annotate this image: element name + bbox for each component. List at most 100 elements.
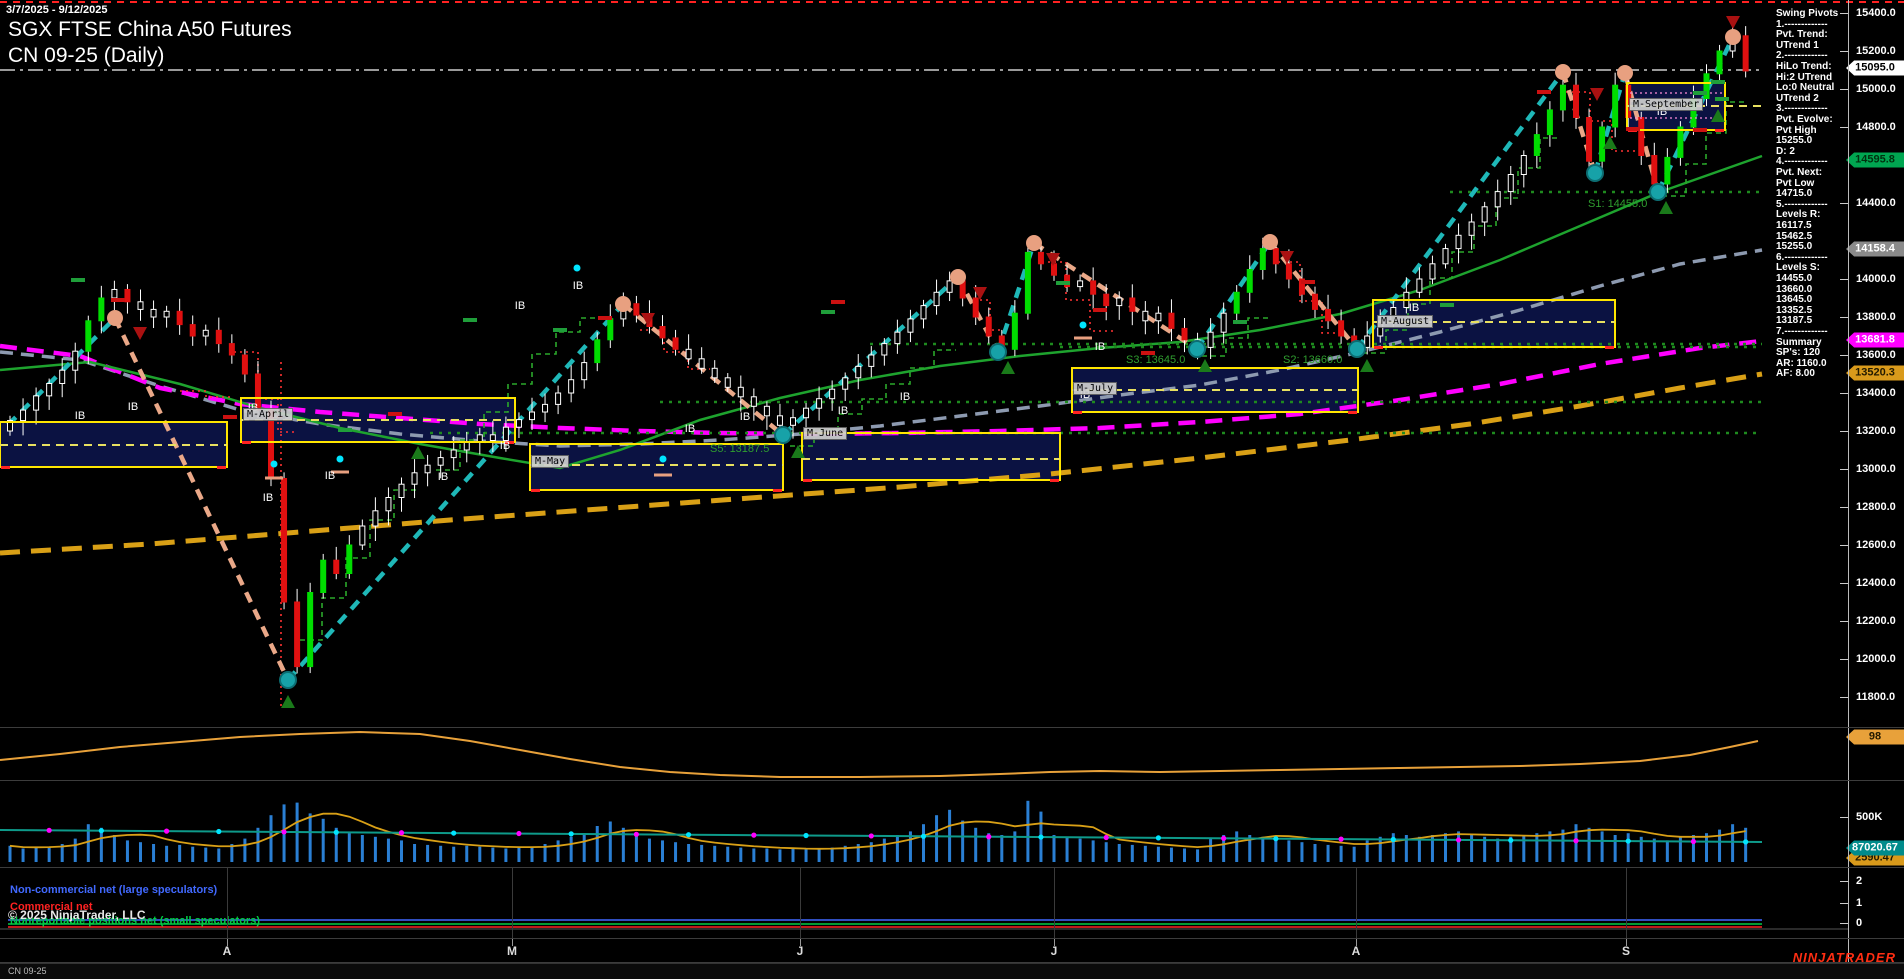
red-dash-marker — [1626, 127, 1640, 131]
candle-body — [282, 479, 287, 603]
swing-panel-line: 15255.0 — [1776, 241, 1848, 252]
price-tick-mark — [1840, 545, 1848, 546]
cot-tick-mark — [1840, 881, 1848, 882]
volume-bar — [935, 815, 938, 862]
candle-body — [934, 292, 939, 305]
candle-body — [1665, 157, 1670, 184]
price-tick-label: 13000.0 — [1856, 463, 1896, 475]
volume-bar — [1131, 845, 1134, 862]
candle-body — [321, 560, 326, 592]
box-corner-mark — [803, 479, 812, 482]
volume-bar — [557, 840, 560, 862]
candle-body — [608, 319, 613, 340]
cyan-dot-marker — [337, 456, 344, 463]
volume-dot-cyan — [569, 831, 574, 836]
volume-bar — [439, 846, 442, 862]
price-tick-label: 12800.0 — [1856, 501, 1896, 513]
volume-dot-cyan — [803, 833, 808, 838]
panel-divider[interactable] — [0, 780, 1904, 781]
box-corner-mark — [1, 466, 10, 469]
month-box-label[interactable]: M-May — [531, 455, 569, 468]
volume-bar — [1118, 844, 1121, 862]
volume-dot-magenta — [869, 833, 874, 838]
volume-bar — [1066, 837, 1069, 862]
volume-tick-mark — [1840, 817, 1848, 818]
month-box-label[interactable]: M-August — [1377, 315, 1433, 328]
ib-label: IB — [838, 405, 848, 417]
price-tick-label: 12200.0 — [1856, 615, 1896, 627]
volume-bar — [113, 835, 116, 862]
price-tick-mark — [1840, 431, 1848, 432]
price-chart-canvas[interactable] — [0, 0, 1904, 979]
volume-bar — [1496, 839, 1499, 862]
panel-divider[interactable] — [0, 867, 1904, 868]
volume-bar — [752, 849, 755, 863]
volume-bar — [1274, 839, 1277, 862]
month-box-label[interactable]: M-April — [243, 408, 293, 421]
price-tick-mark — [1840, 51, 1848, 52]
chart-title: SGX FTSE China A50 Futures — [8, 18, 292, 42]
swing-panel-line: 13645.0 — [1776, 294, 1848, 305]
volume-bar — [361, 835, 364, 862]
volume-bar — [322, 819, 325, 862]
candle-body — [164, 311, 169, 317]
green-dash-marker — [338, 428, 352, 432]
time-axis-tick — [1626, 939, 1627, 946]
candle-body — [1208, 332, 1213, 347]
time-axis-month-label: A — [1352, 944, 1361, 958]
candle-body — [1365, 336, 1370, 347]
price-tick-mark — [1840, 469, 1848, 470]
red-dash-marker — [223, 415, 237, 419]
swing-panel-line: 15255.0 — [1776, 135, 1848, 146]
month-box-label[interactable]: M-June — [803, 427, 847, 440]
candle-body — [1469, 222, 1474, 235]
volume-bar — [387, 839, 390, 862]
volume-bar — [1287, 840, 1290, 862]
box-corner-mark — [1374, 346, 1383, 349]
volume-bar — [792, 849, 795, 863]
volume-bar — [126, 840, 129, 862]
volume-bar — [1353, 847, 1356, 862]
green-dash-marker — [1715, 97, 1729, 101]
buy-signal-triangle — [1659, 201, 1673, 214]
volume-dot-magenta — [164, 829, 169, 834]
volume-dot-magenta — [634, 832, 639, 837]
candle-body — [843, 378, 848, 389]
cot-tick-mark — [1840, 923, 1848, 924]
candle-body — [1652, 156, 1657, 185]
price-tag: 14595.8 — [1846, 153, 1904, 168]
candle-body — [373, 511, 378, 526]
volume-bar — [1157, 847, 1160, 862]
volume-bar — [348, 833, 351, 862]
ib-label: IB — [1409, 302, 1419, 314]
swing-panel-line: Lo:0 Neutral — [1776, 82, 1848, 93]
swing-panel-line: Pvt High — [1776, 125, 1848, 136]
month-box-label[interactable]: M-July — [1073, 382, 1117, 395]
volume-bar — [191, 847, 194, 862]
candle-body — [177, 311, 182, 324]
ib-label: IB — [500, 440, 510, 452]
month-box-label[interactable]: M-September — [1629, 98, 1703, 111]
volume-dot-magenta — [1104, 835, 1109, 840]
volume-bar — [426, 845, 429, 862]
panel-divider[interactable] — [0, 727, 1904, 728]
support-level-label: S3: 13645.0 — [1126, 354, 1185, 366]
swing-panel-line: 5.------------- — [1776, 199, 1848, 210]
time-axis-month-label: S — [1622, 944, 1630, 958]
price-tick-mark — [1840, 317, 1848, 318]
tan-dash-marker — [654, 474, 672, 477]
tan-dash-marker — [265, 477, 283, 480]
volume-bar — [1601, 831, 1604, 862]
pivot-low-marker — [280, 672, 296, 688]
candle-body — [1273, 249, 1278, 264]
box-corner-mark — [1715, 129, 1724, 132]
candle-body — [791, 418, 796, 426]
candle-body — [347, 545, 352, 574]
price-tick-mark — [1840, 203, 1848, 204]
swing-panel-line: 7.------------- — [1776, 326, 1848, 337]
candle-body — [34, 396, 39, 410]
green-dash-marker — [1693, 91, 1707, 95]
candle-body — [1456, 235, 1461, 248]
price-tick-mark — [1840, 89, 1848, 90]
volume-bar — [1144, 846, 1147, 862]
